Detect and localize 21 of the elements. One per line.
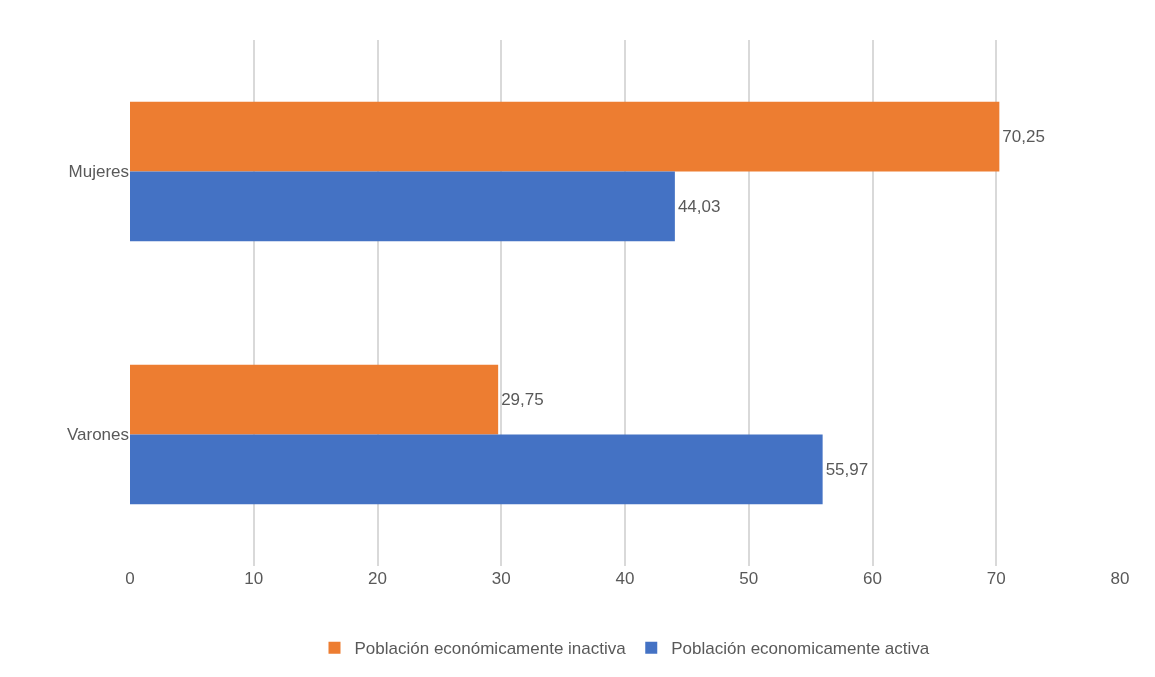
legend-label: Población economicamente activa — [671, 639, 930, 659]
x-tick-label: 50 — [739, 569, 759, 588]
x-tick-label: 40 — [615, 569, 635, 588]
bar — [130, 364, 499, 435]
y-tick-label: Mujeres — [68, 162, 129, 182]
x-tick-label: 20 — [368, 569, 387, 588]
x-tick-label: 10 — [244, 569, 264, 588]
x-tick-label: 70 — [986, 569, 1006, 588]
x-tick-label: 0 — [125, 569, 135, 588]
bar — [130, 101, 1000, 172]
y-tick-label: Varones — [66, 425, 129, 445]
x-tick-label: 30 — [491, 569, 511, 588]
data-label: 55,97 — [825, 459, 869, 479]
x-tick-label: 80 — [1110, 569, 1130, 588]
data-label: 44,03 — [677, 196, 721, 216]
bar — [130, 171, 675, 242]
data-label: 70,25 — [1002, 127, 1045, 147]
bar — [130, 434, 823, 505]
data-label: 29,75 — [501, 390, 544, 410]
x-tick-label: 60 — [863, 569, 882, 588]
legend-label: Población económicamente inactiva — [354, 639, 627, 659]
